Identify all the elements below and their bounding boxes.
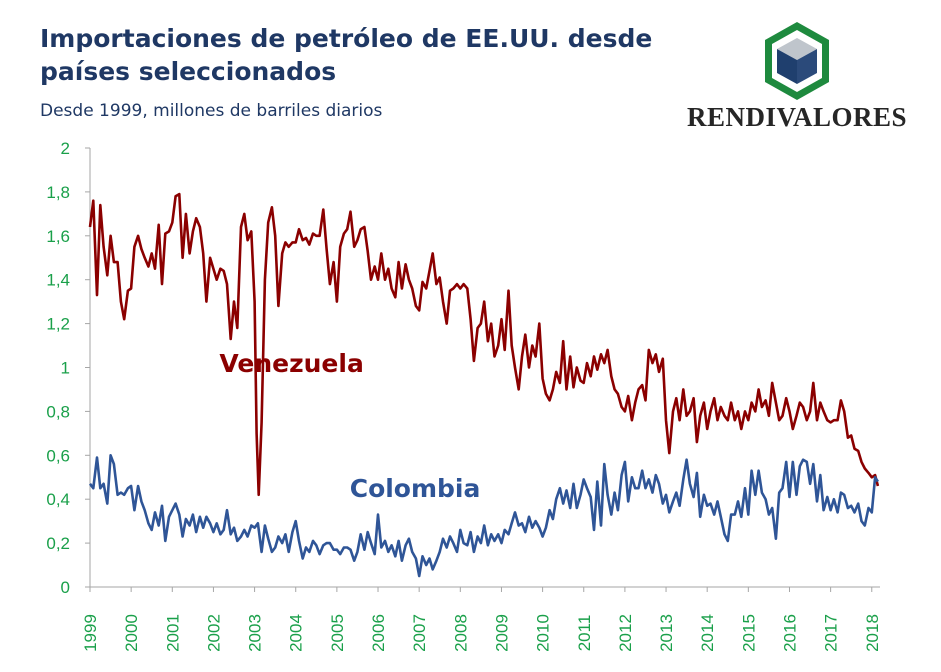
x-tick-label: 2008	[451, 614, 470, 652]
logo-cube-right	[797, 49, 817, 84]
series-line-colombia	[88, 454, 879, 578]
chart-title: Importaciones de petróleo de EE.UU. desd…	[40, 24, 653, 86]
x-tick-label: 2005	[328, 614, 347, 652]
series-label-venezuela: Venezuela	[219, 349, 363, 378]
y-tick-label: 1,8	[46, 183, 70, 202]
x-tick-label: 2015	[739, 614, 758, 652]
y-tick-label: 1	[61, 359, 70, 378]
series-label-colombia: Colombia	[350, 474, 481, 503]
x-tick-label: 2013	[657, 614, 676, 652]
y-tick-label: 1,4	[46, 271, 70, 290]
y-tick-label: 0	[61, 578, 70, 597]
cube-logo-icon	[765, 22, 829, 100]
rendivalores-logo: RENDIVALORES	[683, 20, 923, 135]
y-tick-label: 0,6	[46, 446, 70, 465]
x-tick-label: 2007	[410, 614, 429, 652]
y-tick-label: 2	[61, 139, 70, 158]
x-tick-label: 2014	[698, 614, 717, 652]
x-tick-label: 2009	[492, 614, 511, 652]
x-tick-label: 2003	[246, 614, 265, 652]
y-tick-label: 0,8	[46, 402, 70, 421]
x-tick-label: 2006	[369, 614, 388, 652]
y-tick-label: 0,4	[46, 490, 70, 509]
x-tick-label: 2018	[863, 614, 882, 652]
x-tick-label: 2011	[575, 615, 594, 652]
y-tick-label: 0,2	[46, 534, 70, 553]
x-tick-label: 1999	[81, 614, 100, 652]
x-tick-label: 2016	[780, 614, 799, 652]
logo-wordmark: RENDIVALORES	[686, 102, 908, 132]
x-tick-label: 2012	[616, 614, 635, 652]
y-tick-label: 1,6	[46, 227, 70, 246]
chart-subtitle: Desde 1999, millones de barriles diarios	[40, 101, 383, 121]
x-tick-label: 2002	[204, 614, 223, 652]
x-tick-label: 2017	[822, 614, 841, 652]
x-tick-label: 2010	[534, 614, 553, 652]
series-line-venezuela	[88, 192, 880, 497]
x-tick-label: 2001	[163, 614, 182, 652]
x-tick-label: 2000	[122, 614, 141, 652]
logo-cube-left	[777, 49, 797, 84]
x-tick-label: 2004	[287, 614, 306, 652]
y-tick-label: 1,2	[46, 315, 70, 334]
